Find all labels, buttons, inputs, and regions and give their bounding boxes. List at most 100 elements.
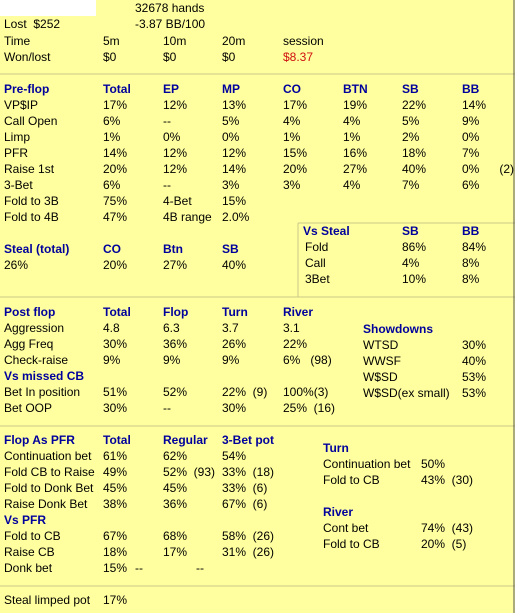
section-header: Total xyxy=(103,433,131,447)
stat-value: 20% xyxy=(103,258,127,272)
stat-value: 12% xyxy=(163,162,187,176)
stat-value: -- xyxy=(163,114,171,128)
stat-value: $0 xyxy=(222,50,236,64)
row-label: W$SD xyxy=(363,370,398,384)
stat-value: 4% xyxy=(343,178,361,192)
stat-value: 27% xyxy=(343,162,367,176)
stat-value: 6% (98) xyxy=(283,353,332,367)
stat-value: 7% xyxy=(402,178,420,192)
section-header: Vs PFR xyxy=(4,513,46,527)
section-header: Vs missed CB xyxy=(4,369,84,383)
stat-value: $8.37 xyxy=(283,50,313,64)
section-header: Turn xyxy=(222,305,248,319)
section-header: Time xyxy=(4,34,31,48)
row-label: W$SD(ex small) xyxy=(363,386,450,400)
stat-value: 14% xyxy=(222,162,246,176)
stat-value: 40% xyxy=(462,354,486,368)
stat-value: 12% xyxy=(163,98,187,112)
section-header: Flop xyxy=(163,305,188,319)
section-header: BB xyxy=(462,82,480,96)
stat-value: 22% (9) xyxy=(222,385,267,399)
stat-value: 53% xyxy=(462,386,486,400)
stat-value: 1% xyxy=(103,130,121,144)
section-header: 3-Bet pot xyxy=(222,433,274,447)
stat-value: 12% xyxy=(222,146,246,160)
row-label: Bet In position xyxy=(4,385,80,399)
stat-value: 25% (16) xyxy=(283,401,335,415)
stat-value: 9% xyxy=(462,114,480,128)
row-label: Continuation bet xyxy=(4,449,92,463)
stat-value: 75% xyxy=(103,194,127,208)
section-header: Post flop xyxy=(4,305,55,319)
stat-value: 31% (26) xyxy=(222,545,274,559)
stat-value: 86% xyxy=(402,240,426,254)
stat-value: 6% xyxy=(103,114,121,128)
row-label: 3-Bet xyxy=(4,178,33,192)
stat-value: 6.3 xyxy=(163,321,180,335)
section-header: BTN xyxy=(343,82,368,96)
row-label: Fold to CB xyxy=(323,473,380,487)
stat-value: 30% xyxy=(462,338,486,352)
stat-value: 15% xyxy=(103,561,127,575)
stat-value: 1% xyxy=(283,130,301,144)
stat-value: 30% xyxy=(103,337,127,351)
stat-value: 45% xyxy=(103,481,127,495)
section-header: SB xyxy=(402,82,419,96)
stat-value: 9% xyxy=(103,353,121,367)
stat-value: 0% xyxy=(462,130,480,144)
row-label: VP$IP xyxy=(4,98,38,112)
stat-value: 54% xyxy=(222,449,246,463)
stat-value: 1% xyxy=(343,130,361,144)
stat-value: 4% xyxy=(343,114,361,128)
stat-value: 20% xyxy=(103,162,127,176)
row-label: Won/lost xyxy=(4,50,51,64)
row-label: PFR xyxy=(4,146,28,160)
row-label: 3Bet xyxy=(305,272,330,286)
row-label: Limp xyxy=(4,130,30,144)
stat-value: 4-Bet xyxy=(163,194,192,208)
section-header: River xyxy=(323,505,353,519)
lost: Lost $252 xyxy=(4,17,60,31)
row-label: Raise CB xyxy=(4,545,55,559)
stat-value: 5% xyxy=(402,114,420,128)
stat-value: 50% xyxy=(421,457,445,471)
row-label: Fold to 3B xyxy=(4,194,59,208)
section-header: CO xyxy=(103,242,121,256)
stat-value: $0 xyxy=(163,50,177,64)
row-label: Fold xyxy=(305,240,328,254)
hands: 32678 hands xyxy=(135,1,204,15)
stat-value: 4B range xyxy=(163,210,212,224)
row-label: Donk bet xyxy=(4,561,53,575)
stat-value: 36% xyxy=(163,497,187,511)
row-label: Raise 1st xyxy=(4,162,55,176)
stat-value: 49% xyxy=(103,465,127,479)
winrate: -3.87 BB/100 xyxy=(135,17,205,31)
stat-value: -- xyxy=(135,561,143,575)
section-header: Vs Steal xyxy=(303,224,350,238)
stat-value: 22% xyxy=(283,337,307,351)
row-label: Continuation bet xyxy=(323,457,411,471)
section-header: Btn xyxy=(163,242,183,256)
stat-value: 30% xyxy=(103,401,127,415)
stat-value: 9% xyxy=(163,353,181,367)
stat-value: 3% xyxy=(222,178,240,192)
stat-value: 0% xyxy=(163,130,181,144)
row-label: Cont bet xyxy=(323,521,369,535)
stat-value: 16% xyxy=(343,146,367,160)
section-header: SB xyxy=(222,242,239,256)
stat-value: 40% xyxy=(222,258,246,272)
stat-value: 27% xyxy=(163,258,187,272)
row-label: Bet OOP xyxy=(4,401,52,415)
player-name-box xyxy=(0,0,96,16)
row-label: Fold to CB xyxy=(4,529,61,543)
stat-value: 0% xyxy=(222,130,240,144)
stat-value: 40% xyxy=(402,162,426,176)
stat-value: $0 xyxy=(103,50,117,64)
stat-value: 4% xyxy=(283,114,301,128)
section-header: Total xyxy=(103,305,131,319)
stat-value: 18% xyxy=(103,545,127,559)
stat-value: 5% xyxy=(222,114,240,128)
stat-value: 2.0% xyxy=(222,210,250,224)
